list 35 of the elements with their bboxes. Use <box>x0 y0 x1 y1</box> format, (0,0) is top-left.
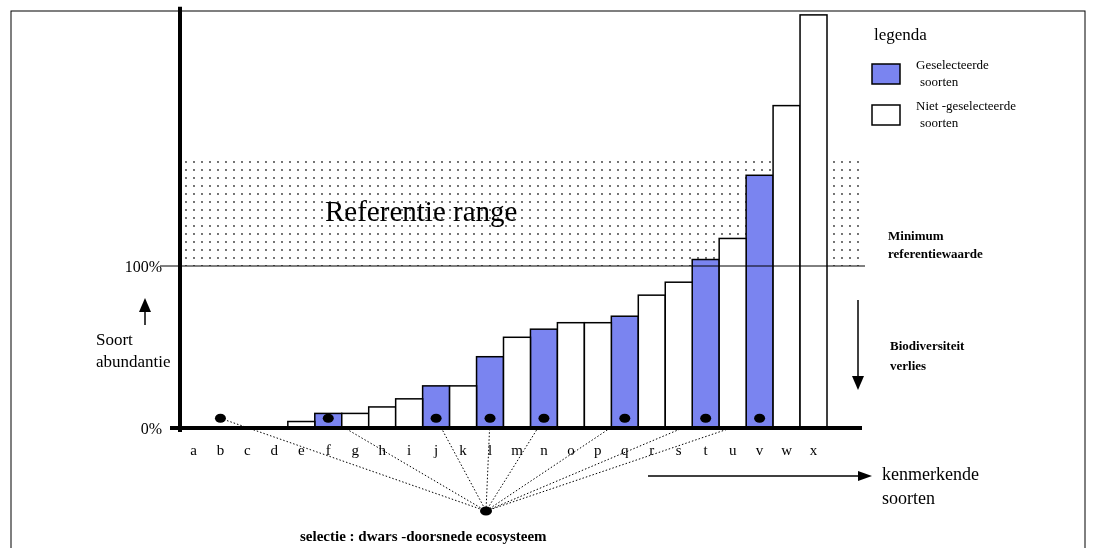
text: Biodiversiteit verlies <box>890 338 966 373</box>
band-label: Referentie range <box>325 194 518 227</box>
x-tick-label: n <box>540 441 549 458</box>
x-tick-label: p <box>594 441 602 458</box>
x-tick-label: r <box>649 441 655 458</box>
x-tick-label: q <box>621 441 630 458</box>
x-tick-label: h <box>378 441 387 458</box>
x-axis-title: kenmerkende soorten <box>882 464 979 508</box>
x-tick-label: s <box>675 441 682 458</box>
x-tick-label: j <box>433 441 439 458</box>
text: selectie : dwars -doorsnede ecosysteem <box>300 528 548 544</box>
x-tick-label: k <box>459 441 468 458</box>
x-tick-label: g <box>351 441 360 458</box>
y-axis-title: Soort abundantie <box>96 330 171 371</box>
x-tick-label: w <box>781 441 793 458</box>
x-tick-label: u <box>728 441 737 458</box>
legend-label: Niet -geselecteerde soorten <box>916 98 1017 130</box>
x-tick-label: f <box>325 441 331 458</box>
x-tick-label: v <box>755 441 764 458</box>
x-tick-label: l <box>487 441 493 458</box>
ref-line-label: Minimum referentiewaarde <box>888 228 984 261</box>
x-tick-label: x <box>809 441 818 458</box>
x-tick-label: c <box>244 441 252 458</box>
x-tick-label: a <box>190 441 198 458</box>
x-tick-label: t <box>703 441 709 458</box>
x-tick-label: i <box>407 441 412 458</box>
legend-title: legenda <box>874 25 928 44</box>
x-tick-label: d <box>270 441 279 458</box>
x-tick-label: e <box>297 441 305 458</box>
x-tick-label: m <box>511 441 524 458</box>
y-tick-label: 0% <box>140 419 162 437</box>
x-tick-label: o <box>567 441 575 458</box>
x-tick-label: b <box>216 441 225 458</box>
legend-label: Geselecteerde soorten <box>916 57 990 89</box>
y-tick-label: 100% <box>124 257 162 275</box>
